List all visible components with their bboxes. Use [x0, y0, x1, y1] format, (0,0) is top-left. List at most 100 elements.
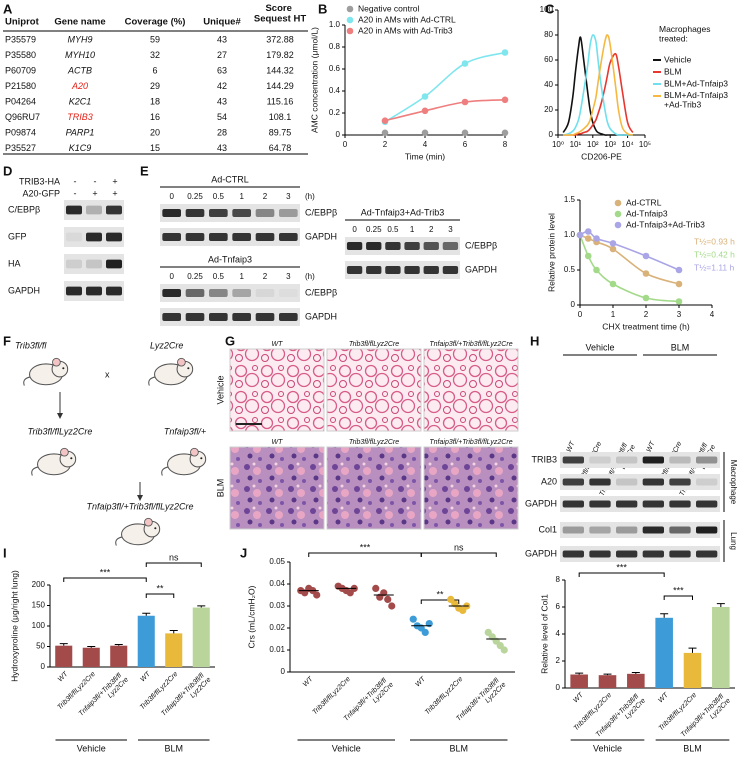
- column-label: WT: [272, 439, 284, 446]
- data-point: [381, 117, 389, 124]
- row-label: GAPDH: [525, 548, 557, 558]
- blot-band: [669, 500, 691, 508]
- row-label: GAPDH: [465, 264, 497, 274]
- lane-label: 0.25: [366, 225, 382, 234]
- x-tick-label: 4: [710, 310, 715, 319]
- half-life-label: T½=0.93 h: [694, 236, 735, 246]
- data-point: [388, 602, 396, 610]
- bar: [192, 607, 210, 667]
- data-point: [593, 266, 600, 274]
- table-cell: TRIB3: [67, 112, 93, 122]
- blot-band: [185, 209, 205, 217]
- legend-label: Ad-CTRL: [626, 197, 662, 207]
- blot-band: [669, 478, 691, 486]
- data-point: [501, 49, 509, 56]
- blot-band: [162, 289, 181, 297]
- lane-label: WT: [646, 440, 657, 453]
- y-tick-label: 0.2: [329, 108, 341, 117]
- blot-band: [185, 289, 205, 297]
- panel-label: C: [545, 1, 555, 16]
- bar: [110, 645, 128, 667]
- legend-label: A20 in AMs with Ad-Trib3: [358, 25, 453, 35]
- legend-label: A20 in AMs with Ad-CTRL: [358, 14, 456, 24]
- significance-label: **: [156, 583, 164, 593]
- lane-label: 0.5: [213, 272, 225, 281]
- data-point: [642, 252, 650, 260]
- bar: [570, 674, 588, 688]
- legend-title: Macrophages treated:: [659, 24, 713, 43]
- y-axis-label: Hydroxyproline (μg/right lung): [9, 570, 19, 682]
- lane-label: 3: [286, 272, 291, 281]
- data-point: [642, 294, 650, 302]
- blot-band: [696, 478, 718, 486]
- blot-band: [366, 266, 382, 274]
- blot-band: [86, 205, 102, 215]
- blot-strip: [560, 474, 720, 490]
- table-cell: 15: [150, 143, 160, 153]
- y-axis-label: Relative protein level: [546, 213, 556, 292]
- blot-band: [106, 205, 122, 215]
- significance-bracket: [145, 593, 175, 598]
- x-tick-label: Tnfaip3fl/+Trib3fl/fl Lyz2Cre: [455, 676, 507, 728]
- blot-band: [232, 289, 251, 297]
- blot-band: [589, 456, 611, 464]
- lane-label: WT: [566, 440, 577, 453]
- blot-band: [106, 259, 122, 269]
- y-tick-label: 60: [544, 55, 553, 64]
- blot-band: [589, 478, 611, 486]
- y-tick-label: 0.04: [269, 579, 285, 588]
- error-bar: [688, 647, 697, 653]
- data-point: [421, 129, 429, 137]
- blot-strip: [345, 261, 460, 279]
- row-label: GFP: [8, 231, 27, 241]
- data-point: [593, 235, 600, 242]
- y-tick-label: 8: [556, 575, 561, 584]
- legend-label: BLM+Ad-Tnfaip3: [664, 78, 728, 88]
- x-axis-label: CD206-PE: [581, 151, 622, 161]
- row-label: BLM: [215, 479, 225, 498]
- histology-image: [326, 348, 422, 432]
- y-tick-label: 4: [556, 629, 561, 638]
- error-bar: [197, 605, 206, 608]
- significance-label: ***: [673, 585, 684, 595]
- row-label: GAPDH: [305, 311, 337, 321]
- histology-image: [423, 348, 519, 432]
- legend-swatch: [346, 16, 354, 24]
- error-bar: [603, 673, 612, 676]
- row-label: HA: [8, 258, 21, 268]
- blot-band: [209, 233, 228, 241]
- x-tick-label: 10²: [587, 140, 599, 149]
- data-point: [461, 60, 469, 67]
- significance-bracket: [420, 552, 497, 557]
- x-tick-label: WT: [414, 675, 427, 688]
- histology-image: [423, 446, 519, 530]
- blot-band: [642, 478, 664, 486]
- group-label: Vehicle: [585, 342, 614, 352]
- y-tick-label: 100: [32, 621, 46, 630]
- blot-band: [696, 526, 718, 534]
- error-bar: [142, 612, 151, 616]
- bar: [137, 615, 155, 667]
- x-tick-label: Trib3fl/flLyz2Cre: [311, 676, 352, 717]
- table-cell: 43: [217, 96, 227, 106]
- row-label: GAPDH: [8, 285, 40, 295]
- x-tick-label: 0: [343, 140, 348, 149]
- y-tick-label: 1.0: [564, 230, 576, 239]
- data-point: [372, 584, 380, 593]
- blot-band: [185, 233, 205, 241]
- blot-strip: [560, 522, 720, 538]
- data-point: [381, 129, 389, 137]
- blot-band: [385, 242, 401, 250]
- error-bar: [716, 603, 725, 607]
- blot-band: [385, 266, 401, 274]
- x-tick-label: Tnfaip3fl/+Trib3fl/fl Lyz2Cre: [343, 676, 395, 728]
- blot-band: [86, 232, 102, 242]
- blot-band: [616, 478, 638, 486]
- panel-label: J: [240, 545, 247, 560]
- table-cell: K1C9: [69, 143, 92, 153]
- table-cell: 89.75: [269, 127, 292, 137]
- data-point: [461, 98, 469, 106]
- table-cell: P09874: [5, 127, 36, 137]
- blot-band: [562, 500, 584, 508]
- blot-strip: [160, 228, 300, 246]
